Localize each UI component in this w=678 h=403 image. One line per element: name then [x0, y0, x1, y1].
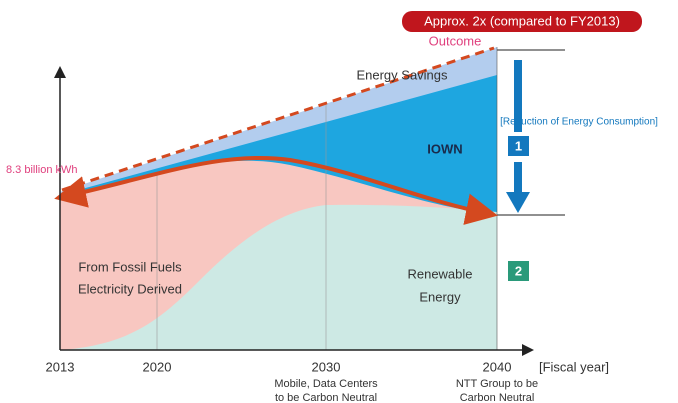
x-tick-label: 2020 [143, 359, 172, 374]
region-label: From Fossil Fuels [78, 259, 182, 274]
renewable-area [60, 204, 497, 350]
region-label: Energy [419, 289, 461, 304]
reduction-label: [Reduction of Energy Consumption] [500, 117, 658, 128]
arrow-head [506, 192, 530, 213]
region-label: Energy Savings [356, 67, 448, 82]
x-note: NTT Group to be [456, 378, 538, 390]
step-number: 1 [515, 138, 522, 153]
region-label: Renewable [407, 266, 472, 281]
x-tick-label: 2013 [46, 359, 75, 374]
outcome-label: Outcome [429, 33, 482, 48]
x-tick-label: 2040 [483, 359, 512, 374]
x-note: to be Carbon Neutral [275, 392, 377, 403]
x-note: Carbon Neutral [460, 392, 535, 403]
region-label: IOWN [427, 141, 462, 156]
arrow-shaft [514, 60, 522, 132]
x-tick-label: 2030 [312, 359, 341, 374]
x-note: Mobile, Data Centers [274, 378, 378, 390]
consumption-curve [54, 155, 498, 225]
step-badge [508, 136, 529, 156]
badge [402, 11, 642, 32]
arrow-shaft [514, 162, 522, 194]
start-label: 8.3 billion kWh [6, 164, 78, 176]
region-label: Electricity Derived [78, 281, 182, 296]
badge-text: Approx. 2x (compared to FY2013) [424, 13, 620, 28]
step-badge [508, 261, 529, 281]
step-number: 2 [515, 263, 522, 278]
outcome-line [61, 46, 495, 192]
x-axis-unit: [Fiscal year] [539, 359, 609, 374]
